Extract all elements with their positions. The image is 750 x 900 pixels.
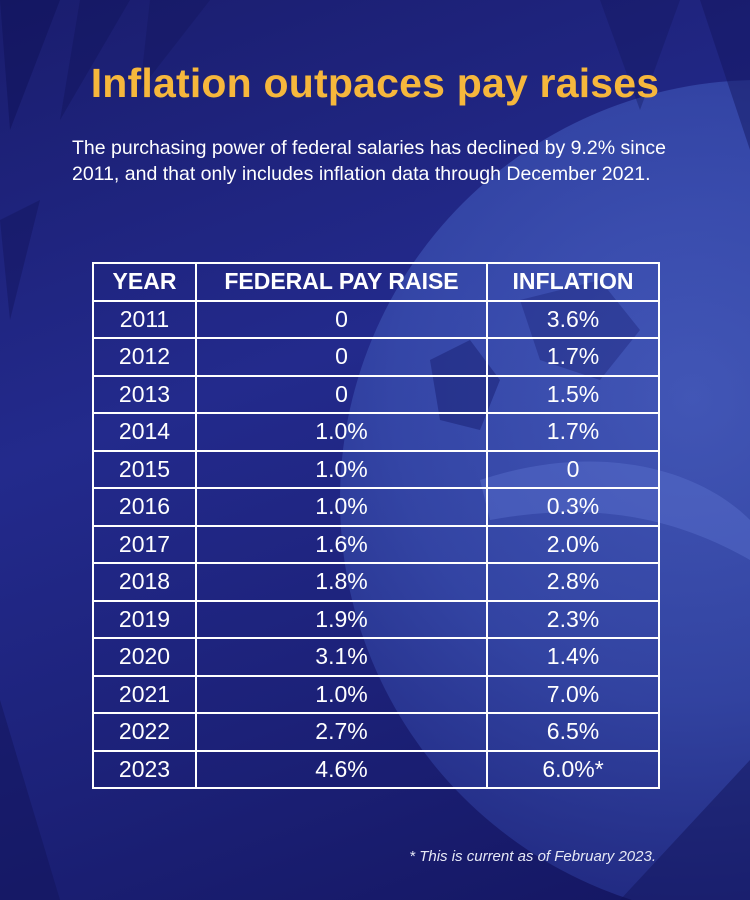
table-body: 2011 0 3.6% 2012 0 1.7% 2013 0 1.5% 2014 1.0% 1.7% 2… bbox=[92, 299, 660, 789]
inflation-cell: 1.7% bbox=[486, 412, 660, 452]
pay-raise-cell: 2.7% bbox=[195, 712, 488, 752]
inflation-cell: 2.8% bbox=[486, 562, 660, 602]
pay-raise-cell: 0 bbox=[195, 337, 488, 377]
footnote: * This is current as of February 2023. bbox=[409, 848, 656, 865]
table-row: 2012 0 1.7% bbox=[92, 337, 660, 377]
pay-raise-cell: 3.1% bbox=[195, 637, 488, 677]
year-cell: 2017 bbox=[92, 524, 197, 564]
year-cell: 2021 bbox=[92, 674, 197, 714]
inflation-cell: 2.0% bbox=[486, 524, 660, 564]
table-row: 2013 0 1.5% bbox=[92, 374, 660, 414]
table-row: 2017 1.6% 2.0% bbox=[92, 524, 660, 564]
year-cell: 2014 bbox=[92, 412, 197, 452]
table-header-row: YEAR FEDERAL PAY RAISE INFLATION bbox=[92, 262, 660, 302]
year-cell: 2015 bbox=[92, 449, 197, 489]
pay-raise-cell: 1.0% bbox=[195, 449, 488, 489]
inflation-cell: 1.7% bbox=[486, 337, 660, 377]
year-cell: 2018 bbox=[92, 562, 197, 602]
table-row: 2018 1.8% 2.8% bbox=[92, 562, 660, 602]
inflation-cell: 1.4% bbox=[486, 637, 660, 677]
year-cell: 2016 bbox=[92, 487, 197, 527]
year-cell: 2020 bbox=[92, 637, 197, 677]
table-row: 2011 0 3.6% bbox=[92, 299, 660, 339]
pay-raise-cell: 1.6% bbox=[195, 524, 488, 564]
year-cell: 2013 bbox=[92, 374, 197, 414]
column-header-inflation: INFLATION bbox=[486, 262, 660, 302]
pay-raise-cell: 1.0% bbox=[195, 674, 488, 714]
table-row: 2015 1.0% 0 bbox=[92, 449, 660, 489]
inflation-cell: 2.3% bbox=[486, 599, 660, 639]
pay-raise-cell: 1.0% bbox=[195, 487, 488, 527]
inflation-cell: 7.0% bbox=[486, 674, 660, 714]
table-row: 2016 1.0% 0.3% bbox=[92, 487, 660, 527]
pay-raise-cell: 1.9% bbox=[195, 599, 488, 639]
year-cell: 2023 bbox=[92, 749, 197, 789]
table-row: 2022 2.7% 6.5% bbox=[92, 712, 660, 752]
table-row: 2021 1.0% 7.0% bbox=[92, 674, 660, 714]
column-header-year: YEAR bbox=[92, 262, 197, 302]
pay-raise-cell: 1.0% bbox=[195, 412, 488, 452]
inflation-cell: 6.0%* bbox=[486, 749, 660, 789]
column-header-pay-raise: FEDERAL PAY RAISE bbox=[195, 262, 488, 302]
year-cell: 2019 bbox=[92, 599, 197, 639]
pay-raise-cell: 0 bbox=[195, 299, 488, 339]
pay-raise-cell: 1.8% bbox=[195, 562, 488, 602]
inflation-cell: 1.5% bbox=[486, 374, 660, 414]
table-row: 2020 3.1% 1.4% bbox=[92, 637, 660, 677]
year-cell: 2012 bbox=[92, 337, 197, 377]
table-row: 2014 1.0% 1.7% bbox=[92, 412, 660, 452]
pay-raise-cell: 4.6% bbox=[195, 749, 488, 789]
inflation-cell: 6.5% bbox=[486, 712, 660, 752]
pay-raise-cell: 0 bbox=[195, 374, 488, 414]
table-row: 2023 4.6% 6.0%* bbox=[92, 749, 660, 789]
inflation-cell: 0 bbox=[486, 449, 660, 489]
year-cell: 2022 bbox=[92, 712, 197, 752]
inflation-cell: 0.3% bbox=[486, 487, 660, 527]
page-title: Inflation outpaces pay raises bbox=[90, 60, 660, 106]
table-row: 2019 1.9% 2.3% bbox=[92, 599, 660, 639]
year-cell: 2011 bbox=[92, 299, 197, 339]
pay-inflation-table: YEAR FEDERAL PAY RAISE INFLATION 2011 0 3.… bbox=[92, 262, 660, 789]
inflation-cell: 3.6% bbox=[486, 299, 660, 339]
page-subtitle: The purchasing power of federal salaries… bbox=[72, 137, 667, 185]
